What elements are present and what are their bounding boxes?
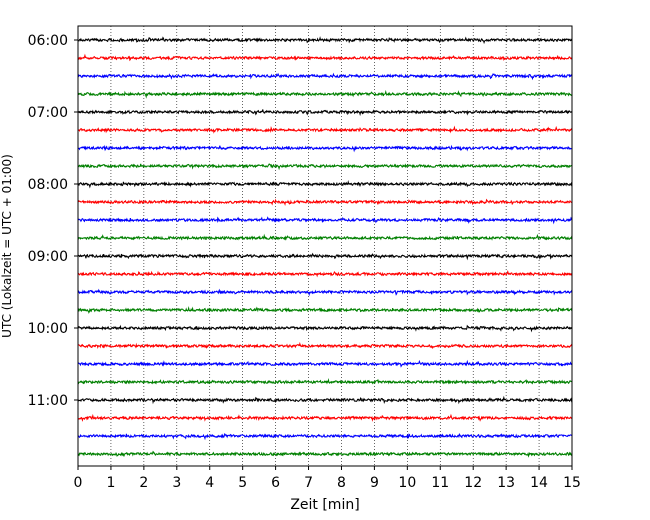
x-tick-label: 12	[464, 475, 482, 491]
x-axis-label: Zeit [min]	[290, 497, 359, 513]
x-tick-label: 8	[337, 475, 346, 491]
plot-frame	[77, 25, 573, 467]
trace-line	[77, 378, 573, 385]
trace-line	[77, 163, 573, 171]
trace-line	[77, 306, 573, 314]
trace-line	[77, 89, 573, 99]
x-tick-label: 7	[304, 475, 313, 491]
trace-line	[77, 450, 573, 458]
trace-line	[77, 180, 573, 189]
x-tick-label: 1	[106, 475, 115, 491]
x-tick-label: 11	[431, 475, 449, 491]
trace-line	[77, 72, 573, 81]
trace-line	[77, 233, 573, 241]
trace-line	[77, 36, 573, 45]
y-tick-label: 09:00	[28, 249, 68, 265]
x-tick-label: 3	[172, 475, 181, 491]
x-tick-label: 2	[139, 475, 148, 491]
trace-line	[77, 109, 573, 117]
x-tick-label: 4	[205, 475, 214, 491]
trace-line	[77, 53, 573, 62]
y-tick-label: 11:00	[28, 393, 68, 409]
x-tick-label: 14	[530, 475, 548, 491]
traces	[77, 36, 573, 458]
x-tick-label: 13	[497, 475, 515, 491]
y-axis-label: UTC (Lokalzeit = UTC + 01:00)	[0, 154, 14, 338]
trace-line	[77, 432, 573, 441]
trace-line	[77, 198, 573, 206]
trace-line	[77, 288, 573, 297]
trace-line	[77, 269, 573, 278]
x-tick-label: 6	[271, 475, 280, 491]
trace-line	[77, 144, 573, 153]
y-tick-label: 08:00	[28, 177, 68, 193]
y-tick-label: 06:00	[28, 33, 68, 49]
y-axis-ticks: 06:00 07:00 08:00 09:00 10:00 11:00	[28, 33, 78, 409]
trace-line	[77, 413, 573, 422]
trace-line	[77, 125, 573, 134]
trace-line	[77, 252, 573, 261]
y-tick-label: 07:00	[28, 105, 68, 121]
trace-line	[77, 341, 573, 350]
trace-line	[77, 324, 573, 333]
x-tick-label: 9	[370, 475, 379, 491]
y-tick-label: 10:00	[28, 321, 68, 337]
x-axis-ticks: 0 1 2 3 4 5 6 7 8 9 10 11 12 13 14 15	[74, 466, 581, 491]
vertical-grid	[110, 26, 540, 466]
trace-line	[77, 216, 573, 225]
trace-line	[77, 395, 573, 405]
x-tick-label: 15	[563, 475, 581, 491]
x-tick-label: 0	[74, 475, 83, 491]
trace-line	[77, 359, 573, 368]
x-tick-label: 10	[398, 475, 416, 491]
x-tick-label: 5	[238, 475, 247, 491]
